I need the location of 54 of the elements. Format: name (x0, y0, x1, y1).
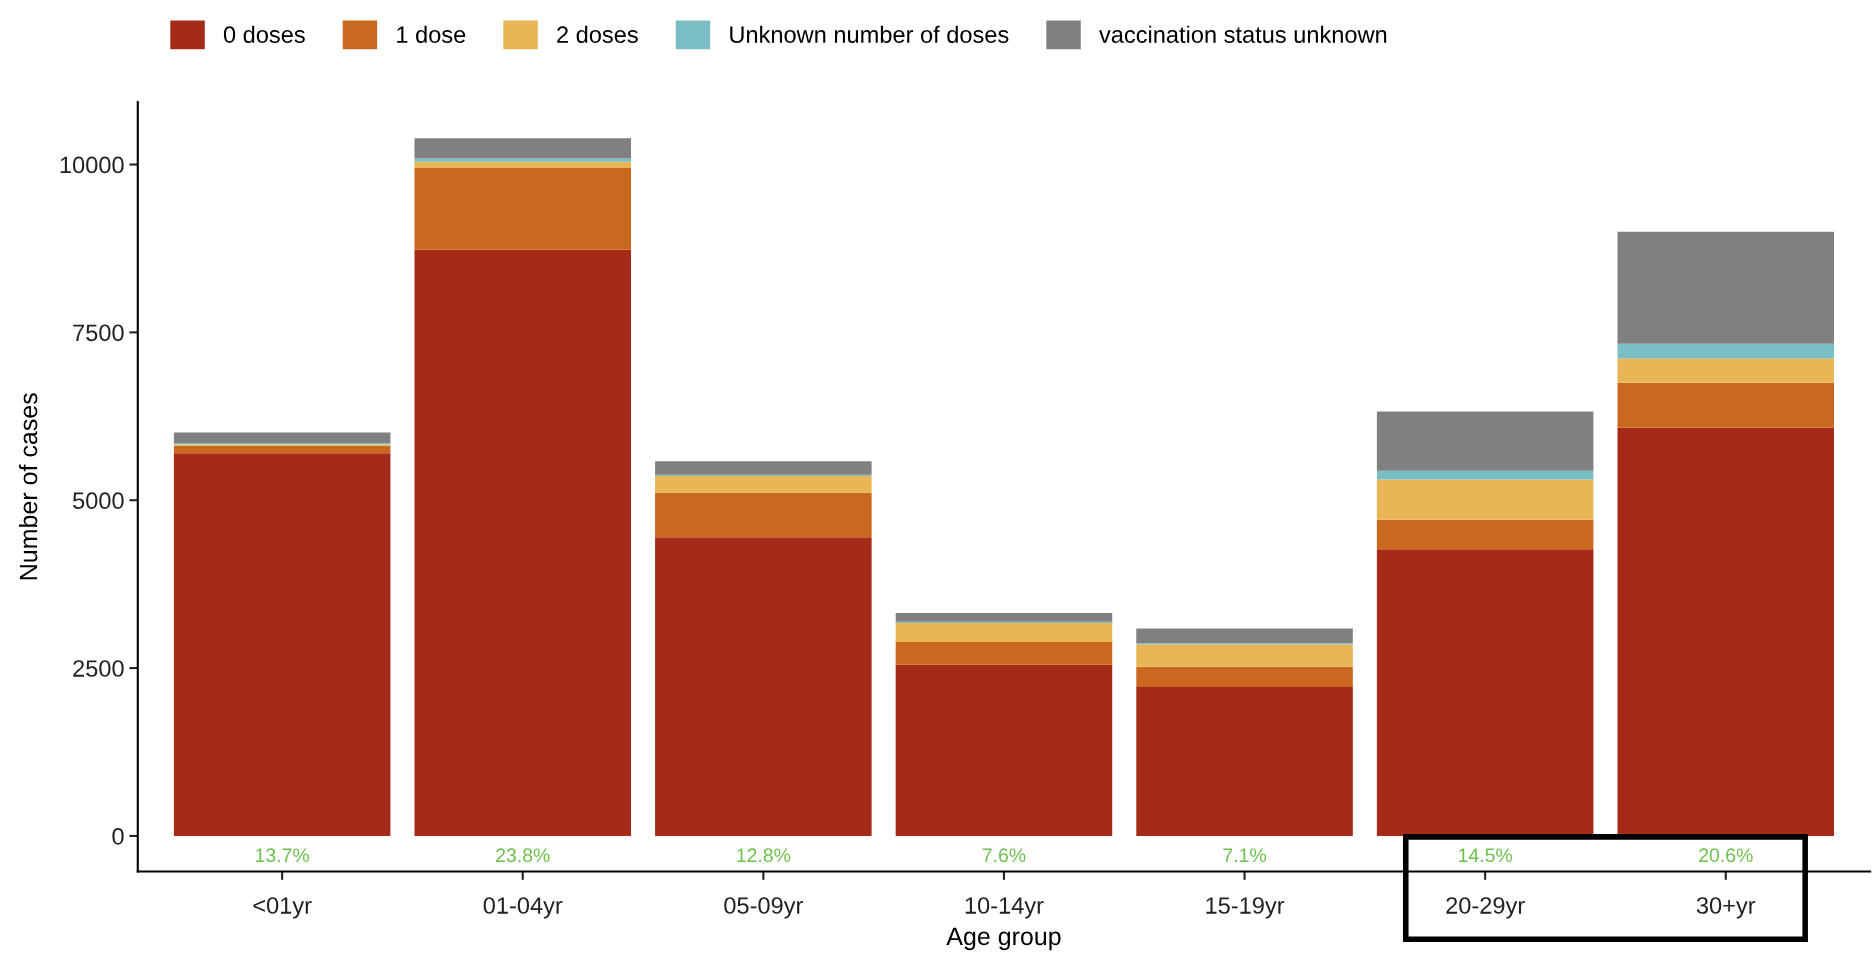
y-tick-label: 7500 (73, 324, 124, 342)
y-axis-title: Number of cases (18, 393, 38, 580)
bar (1376, 411, 1594, 471)
annotation: 20.6% (1699, 848, 1753, 863)
legend-label: vaccination status unknown (1099, 25, 1387, 43)
bar (414, 167, 632, 250)
annotation: 12.8% (737, 848, 791, 863)
legend-label: Unknown number of doses (730, 25, 1009, 43)
x-tick-label: 05-09yr (724, 897, 803, 919)
bar (895, 623, 1113, 642)
bar (895, 613, 1113, 622)
bar (1376, 470, 1594, 480)
bar (173, 432, 391, 444)
bar (655, 461, 872, 475)
bar (1617, 382, 1835, 428)
bar (1136, 686, 1353, 836)
bar (1376, 519, 1594, 550)
bar (173, 445, 391, 454)
annotation: 7.1% (1223, 848, 1267, 863)
annotation: 23.8% (496, 848, 550, 863)
bar (1136, 644, 1353, 667)
y-tick-label: 10000 (60, 156, 124, 174)
bar (1617, 343, 1835, 359)
bar (173, 453, 391, 836)
bar (895, 664, 1113, 836)
x-tick-label: 30+yr (1696, 897, 1756, 919)
x-tick-label: 15-19yr (1206, 897, 1285, 919)
legend-label: 0 doses (223, 25, 305, 43)
bar (1136, 666, 1353, 687)
bar (655, 537, 872, 836)
x-axis-title: Age group (946, 927, 1061, 951)
x-tick-label: <01yr (253, 897, 312, 919)
bar (1136, 628, 1353, 644)
bar (655, 476, 872, 493)
bar (414, 249, 632, 836)
bar (414, 138, 632, 159)
y-tick-label: 0 (112, 828, 124, 845)
legend-label: 2 doses (557, 25, 638, 43)
legend-label: 1 dose (397, 25, 466, 43)
x-tick-label: 01-04yr (483, 897, 563, 919)
bar (655, 492, 872, 538)
bar (1376, 479, 1594, 520)
annotation: 7.6% (982, 848, 1026, 863)
annotation: 14.5% (1459, 848, 1513, 863)
bar (414, 158, 632, 162)
bar (1617, 358, 1835, 383)
x-tick-label: 10-14yr (965, 897, 1044, 919)
bar (895, 641, 1113, 665)
bar (414, 161, 632, 168)
bar (1617, 231, 1835, 344)
x-tick-label: 20-29yr (1446, 897, 1525, 919)
y-tick-label: 5000 (73, 492, 124, 510)
annotation: 13.7% (256, 848, 310, 863)
y-tick-label: 2500 (73, 660, 124, 677)
